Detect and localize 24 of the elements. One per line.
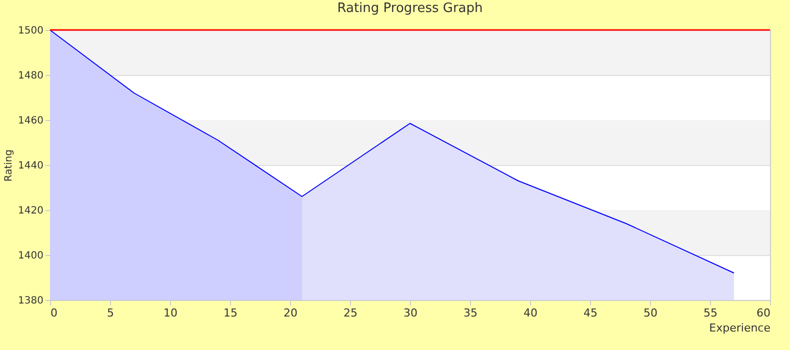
- y-tick-label: 1400: [18, 250, 44, 262]
- y-axis-title: Rating: [4, 149, 14, 182]
- x-axis-title: Experience: [709, 322, 771, 334]
- y-tick-label: 1440: [18, 160, 44, 172]
- y-tick-label: 1460: [18, 116, 44, 126]
- y-tick-label: 1480: [18, 70, 44, 82]
- x-tick-label: 35: [464, 306, 478, 320]
- x-tick-label: 40: [524, 306, 538, 320]
- x-tick-label: 50: [644, 306, 658, 320]
- x-tick-label: 5: [107, 306, 114, 320]
- x-tick-label: 10: [164, 306, 178, 320]
- x-tick-label: 55: [704, 306, 718, 320]
- y-tick-label: 1500: [18, 26, 44, 36]
- x-tick-label: 45: [584, 306, 598, 320]
- x-tick-label: 15: [224, 306, 238, 320]
- y-tick-label: 1420: [18, 206, 44, 216]
- x-tick-label: 20: [284, 306, 298, 320]
- line-series: [50, 30, 734, 274]
- x-tick-label: 30: [404, 306, 418, 320]
- y-tick-label: 1380: [18, 296, 44, 306]
- chart-title: Rating Progress Graph: [337, 1, 483, 16]
- x-tick-label: 0: [50, 306, 58, 320]
- x-tick-label: 25: [344, 306, 358, 320]
- x-tick-label: 60: [756, 306, 770, 320]
